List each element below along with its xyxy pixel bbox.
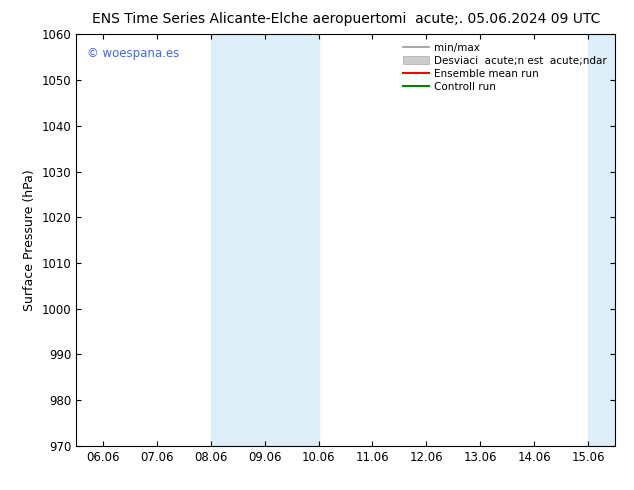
Bar <box>588 34 615 446</box>
Y-axis label: Surface Pressure (hPa): Surface Pressure (hPa) <box>23 169 36 311</box>
Legend: min/max, Desviaci  acute;n est  acute;ndar, Ensemble mean run, Controll run: min/max, Desviaci acute;n est acute;ndar… <box>399 40 610 95</box>
Text: © woespana.es: © woespana.es <box>87 47 179 60</box>
Text: ENS Time Series Alicante-Elche aeropuerto: ENS Time Series Alicante-Elche aeropuert… <box>92 12 390 26</box>
Text: mi  acute;. 05.06.2024 09 UTC: mi acute;. 05.06.2024 09 UTC <box>389 12 600 26</box>
Bar <box>210 34 319 446</box>
